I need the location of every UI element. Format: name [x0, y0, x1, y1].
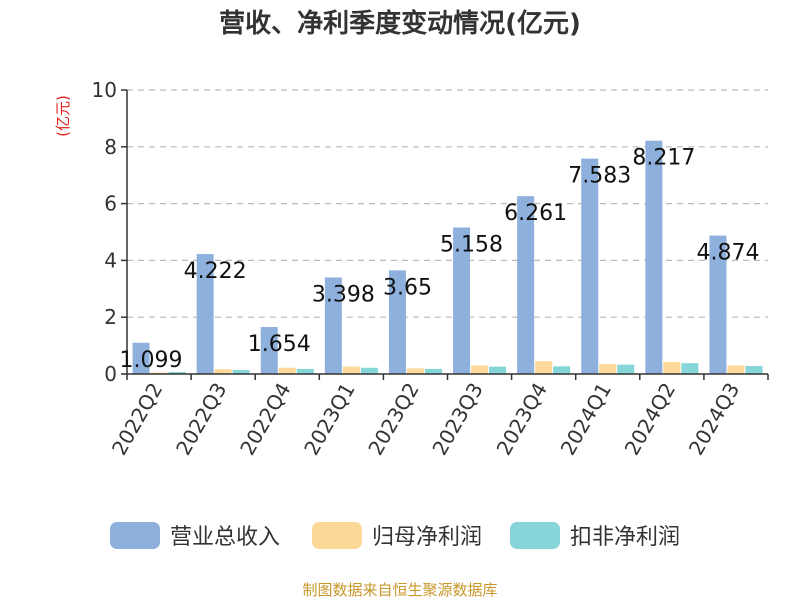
bar-2-2023Q4	[535, 361, 553, 374]
data-label: 4.874	[696, 241, 759, 266]
x-tick-label: 2022Q3	[171, 379, 231, 460]
bar-3-2024Q3	[745, 366, 763, 374]
bar-2-2024Q2	[663, 362, 681, 374]
bar-1-2023Q4	[517, 196, 535, 374]
bar-1-2023Q3	[453, 227, 471, 374]
axes	[121, 89, 769, 380]
y-tick-label: 6	[104, 192, 117, 216]
y-tick-label: 4	[104, 248, 117, 272]
bar-1-2023Q2	[388, 270, 406, 374]
source-note: 制图数据来自恒生聚源数据库	[302, 581, 497, 599]
x-tick-label: 2023Q1	[299, 379, 359, 460]
y-tick-label: 0	[104, 362, 117, 386]
y-tick-label: 10	[92, 78, 117, 102]
legend-label: 扣非净利润	[570, 525, 680, 550]
bar-3-2024Q2	[681, 363, 699, 374]
bar-3-2023Q4	[553, 366, 571, 374]
bar-3-2024Q1	[617, 364, 635, 374]
bar-2-2023Q1	[342, 366, 360, 374]
data-label: 3.398	[312, 282, 375, 307]
data-label: 8.217	[632, 146, 695, 171]
legend-swatch	[312, 522, 362, 549]
bar-2-2024Q1	[599, 364, 617, 374]
data-label: 1.099	[120, 348, 183, 373]
bar-2-2022Q4	[278, 367, 296, 374]
legend-label: 营业总收入	[170, 525, 280, 550]
chart-title: 营收、净利季度变动情况(亿元)	[219, 8, 581, 39]
legend-swatch	[110, 522, 160, 549]
bar-1-2022Q4	[260, 327, 278, 374]
bar-1-2022Q3	[196, 254, 214, 374]
bars	[132, 140, 763, 374]
bar-1-2024Q1	[581, 158, 599, 374]
bar-1-2024Q2	[645, 140, 663, 374]
bar-1-2023Q1	[324, 277, 342, 374]
bar-3-2023Q3	[489, 366, 507, 374]
x-tick-label: 2023Q4	[492, 379, 552, 460]
bar-2-2023Q2	[406, 368, 424, 374]
bar-3-2023Q1	[360, 367, 378, 374]
legend-swatch	[510, 522, 560, 549]
bar-1-2024Q3	[709, 235, 727, 374]
bar-2-2023Q3	[471, 365, 489, 374]
data-label: 7.583	[568, 164, 631, 189]
bar-2-2022Q3	[214, 369, 232, 374]
x-tick-label: 2024Q3	[684, 379, 744, 460]
data-label: 5.158	[440, 233, 503, 258]
bar-1-2022Q2	[132, 342, 150, 374]
x-tick-label: 2024Q1	[556, 379, 616, 460]
legend: 营业总收入 归母净利润 扣非净利润	[110, 522, 680, 550]
legend-label: 归母净利润	[372, 525, 482, 550]
data-label: 4.222	[184, 259, 247, 284]
y-axis-label: (亿元)	[54, 95, 72, 137]
bar-2-2024Q3	[727, 365, 745, 374]
data-label: 1.654	[248, 332, 311, 357]
x-tick-label: 2022Q4	[235, 379, 295, 460]
bar-3-2022Q3	[232, 370, 250, 374]
bar-3-2023Q2	[424, 368, 442, 374]
x-tick-label: 2023Q2	[363, 379, 423, 460]
data-label: 6.261	[504, 201, 567, 226]
x-tick-labels: 2022Q2 2022Q3 2022Q4 2023Q1 2023Q2 2023Q3 2023…	[107, 379, 744, 460]
x-tick-label: 2022Q2	[107, 379, 167, 460]
bar-3-2022Q4	[296, 368, 314, 374]
y-tick-label: 2	[104, 305, 117, 329]
grid-lines	[127, 89, 768, 318]
x-tick-label: 2023Q3	[427, 379, 487, 460]
data-label: 3.65	[383, 275, 432, 300]
bar-3-2022Q2	[168, 372, 186, 374]
y-tick-label: 8	[104, 135, 117, 159]
y-tick-labels: 0 2 4 6 8 10	[92, 78, 117, 386]
x-tick-label: 2024Q2	[620, 379, 680, 460]
